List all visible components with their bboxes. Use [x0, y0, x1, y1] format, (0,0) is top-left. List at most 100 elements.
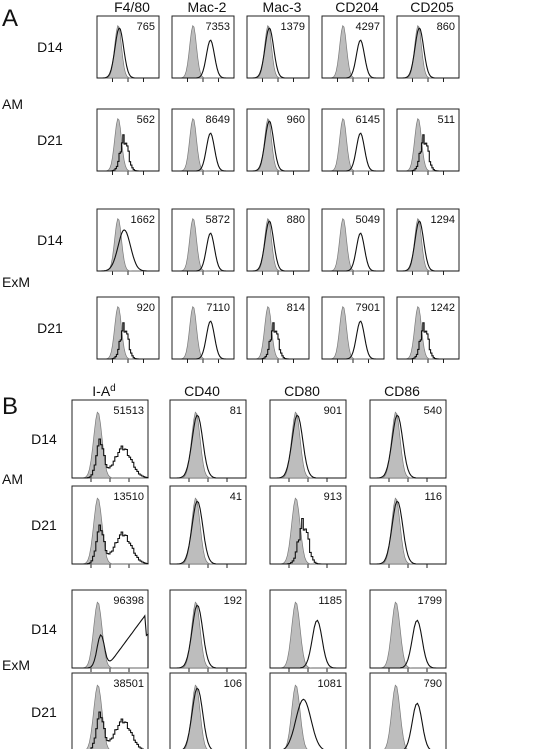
histogram-frame [396, 296, 460, 360]
stain-histogram-line [247, 322, 309, 360]
histogram-am-d14-i-a: 51513 [71, 399, 149, 482]
histogram-exm-d14-cd80: 1185 [269, 589, 347, 672]
histogram-am-d21-cd86: 116 [369, 485, 447, 568]
column-header-cd40: CD40 [184, 383, 220, 399]
mfi-value: 1294 [431, 214, 455, 226]
histogram-exm-d14-mac-2: 5872 [171, 208, 235, 275]
histogram-frame [96, 208, 160, 272]
stain-histogram-line [172, 232, 234, 272]
column-header-i-a: I-Ad [92, 383, 115, 400]
histogram-exm-d21-i-a: 38501 [71, 672, 149, 749]
histogram-frame [96, 108, 160, 172]
stain-histogram-line [170, 500, 246, 565]
histogram-frame [169, 672, 247, 749]
mfi-value: 7901 [356, 302, 380, 314]
mfi-value: 81 [230, 405, 242, 417]
histogram-frame [246, 108, 310, 172]
stain-histogram-line [397, 134, 459, 172]
isotype-control-peak [72, 601, 148, 669]
stain-histogram-line [72, 438, 149, 479]
histogram-exm-d14-f4-80: 1662 [96, 208, 160, 275]
histogram-am-d21-mac-3: 960 [246, 108, 310, 175]
mfi-value: 5872 [206, 214, 230, 226]
histogram-am-d21-f4-80: 562 [96, 108, 160, 175]
mfi-value: 901 [324, 405, 342, 417]
mfi-value: 765 [137, 21, 155, 33]
mfi-value: 106 [224, 678, 242, 690]
stain-histogram-line [370, 500, 446, 565]
histogram-am-d21-cd204: 6145 [321, 108, 385, 175]
stain-histogram-line [172, 320, 234, 360]
mfi-value: 540 [424, 405, 442, 417]
histogram-am-d14-cd40: 81 [169, 399, 247, 482]
histogram-frame [71, 672, 149, 749]
column-header-mac-3: Mac-3 [263, 0, 302, 15]
histogram-frame [321, 296, 385, 360]
mfi-value: 920 [137, 302, 155, 314]
mfi-value: 1185 [318, 595, 342, 607]
panel-a: A F4/80 Mac-2 Mac-3 CD204 CD205 D14 765 7353 1379… [2, 0, 460, 363]
mfi-value: 51513 [113, 405, 144, 417]
histogram-frame [246, 208, 310, 272]
histogram-am-d21-cd40: 41 [169, 485, 247, 568]
stain-histogram-line [72, 614, 149, 669]
mfi-value: 41 [230, 491, 242, 503]
histogram-am-d14-mac-2: 7353 [171, 15, 235, 82]
histogram-frame [269, 672, 347, 749]
column-header-mac-2: Mac-2 [188, 0, 227, 15]
histogram-frame [96, 296, 160, 360]
histogram-am-d14-cd205: 860 [396, 15, 460, 82]
group-label-exm-b: ExM [2, 657, 30, 673]
stain-histogram-line [170, 414, 246, 479]
stain-histogram-line [397, 27, 459, 79]
stain-histogram-line [370, 414, 446, 479]
histogram-frame [369, 399, 447, 479]
histogram-frame [269, 485, 347, 565]
histogram-frame [246, 15, 310, 79]
stain-histogram-line [97, 229, 159, 272]
stain-histogram-line [322, 232, 384, 272]
histogram-am-d14-f4-80: 765 [96, 15, 160, 82]
histogram-exm-d14-cd205: 1294 [396, 208, 460, 275]
stain-histogram-line [170, 604, 246, 669]
mfi-value: 116 [424, 491, 442, 503]
stain-histogram-line [247, 27, 309, 79]
histogram-frame [321, 208, 385, 272]
column-header-cd205: CD205 [410, 0, 454, 15]
histogram-frame [171, 208, 235, 272]
column-header-superscript: d [110, 383, 116, 394]
stain-histogram-line [172, 39, 234, 79]
mfi-value: 860 [437, 21, 455, 33]
column-header-f4-80: F4/80 [114, 0, 150, 15]
mfi-value: 192 [224, 595, 242, 607]
mfi-value: 7110 [206, 302, 230, 314]
mfi-value: 8649 [206, 114, 230, 126]
row-label-d21: D21 [31, 517, 57, 533]
histogram-frame [71, 485, 149, 565]
stain-histogram-line [97, 27, 159, 79]
group-label-am-b: AM [2, 471, 23, 487]
histogram-frame [169, 589, 247, 669]
histogram-frame [269, 589, 347, 669]
histogram-frame [369, 485, 447, 565]
stain-histogram-line [270, 414, 346, 479]
histogram-frame [169, 399, 247, 479]
mfi-value: 1081 [318, 678, 342, 690]
stain-histogram-line [397, 220, 459, 272]
row-label-d14: D14 [37, 39, 63, 55]
group-label-am: AM [2, 96, 23, 112]
mfi-value: 790 [424, 678, 442, 690]
histogram-frame [396, 208, 460, 272]
column-header-cd80: CD80 [284, 383, 320, 399]
histogram-exm-d21-f4-80: 920 [96, 296, 160, 363]
histogram-am-d14-cd204: 4297 [321, 15, 385, 82]
group-label-exm: ExM [2, 274, 30, 290]
mfi-value: 96398 [113, 595, 144, 607]
histogram-exm-d14-mac-3: 880 [246, 208, 310, 275]
histogram-frame [321, 108, 385, 172]
panel-label-b: B [2, 393, 18, 420]
column-header-cd86: CD86 [384, 383, 420, 399]
histogram-exm-d14-cd86: 1799 [369, 589, 447, 672]
mfi-value: 4297 [356, 21, 380, 33]
